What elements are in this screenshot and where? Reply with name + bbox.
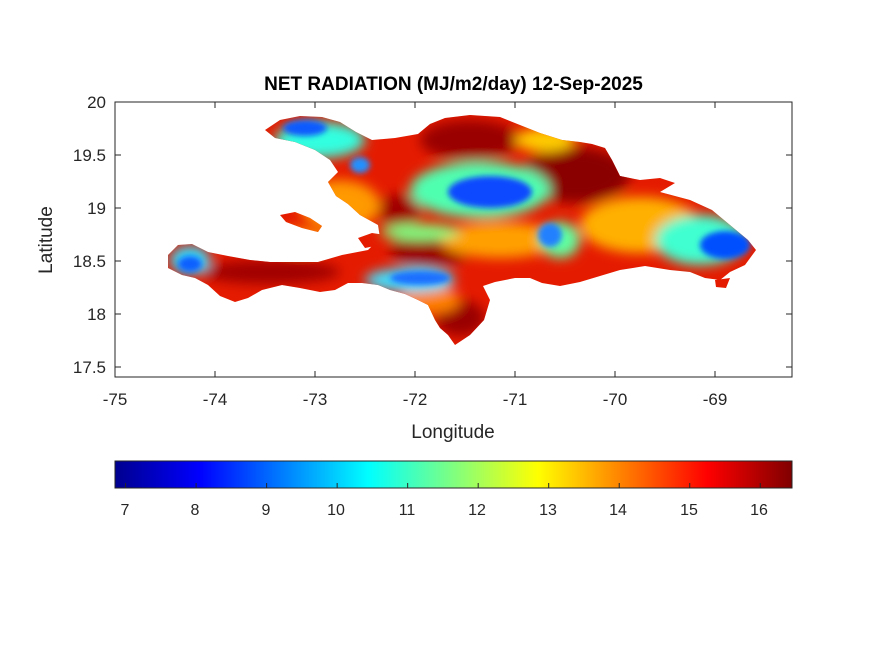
colorbar-tick-label: 14	[609, 502, 627, 519]
y-tick-label: 19.5	[73, 146, 106, 165]
colorbar-tick-label: 13	[539, 502, 557, 519]
x-tick-label: -70	[603, 390, 628, 409]
y-tick-label: 18.5	[73, 252, 106, 271]
colorbar-gradient	[114, 460, 793, 489]
colorbar-tick-label: 10	[327, 502, 345, 519]
x-tick-label: -75	[103, 390, 128, 409]
y-axis: 20 19.5 19 18.5 18 17.5 Latitude	[36, 93, 792, 377]
colorbar: 7 8 9 10 11 12 13 14 15 16	[114, 460, 793, 519]
y-tick-label: 17.5	[73, 358, 106, 377]
y-tick-label: 19	[87, 199, 106, 218]
x-tick-label: -74	[203, 390, 228, 409]
colorbar-tick-label: 15	[680, 502, 698, 519]
x-axis-title: Longitude	[411, 422, 494, 443]
x-axis: -75 -74 -73 -72 -71 -70 -69 Longitude	[103, 102, 728, 443]
x-tick-label: -71	[503, 390, 528, 409]
colorbar-tick-label: 16	[750, 502, 768, 519]
y-tick-label: 20	[87, 93, 106, 112]
chart-title: NET RADIATION (MJ/m2/day) 12-Sep-2025	[264, 74, 643, 95]
x-tick-label: -73	[303, 390, 328, 409]
colorbar-tick-label: 7	[121, 502, 130, 519]
colorbar-tick-label: 11	[399, 502, 416, 519]
y-tick-label: 18	[87, 305, 106, 324]
x-tick-label: -69	[703, 390, 728, 409]
y-axis-title: Latitude	[36, 206, 57, 274]
colorbar-tick-label: 12	[468, 502, 486, 519]
x-tick-label: -72	[403, 390, 428, 409]
colorbar-tick-label: 8	[191, 502, 200, 519]
colorbar-tick-label: 9	[262, 502, 271, 519]
